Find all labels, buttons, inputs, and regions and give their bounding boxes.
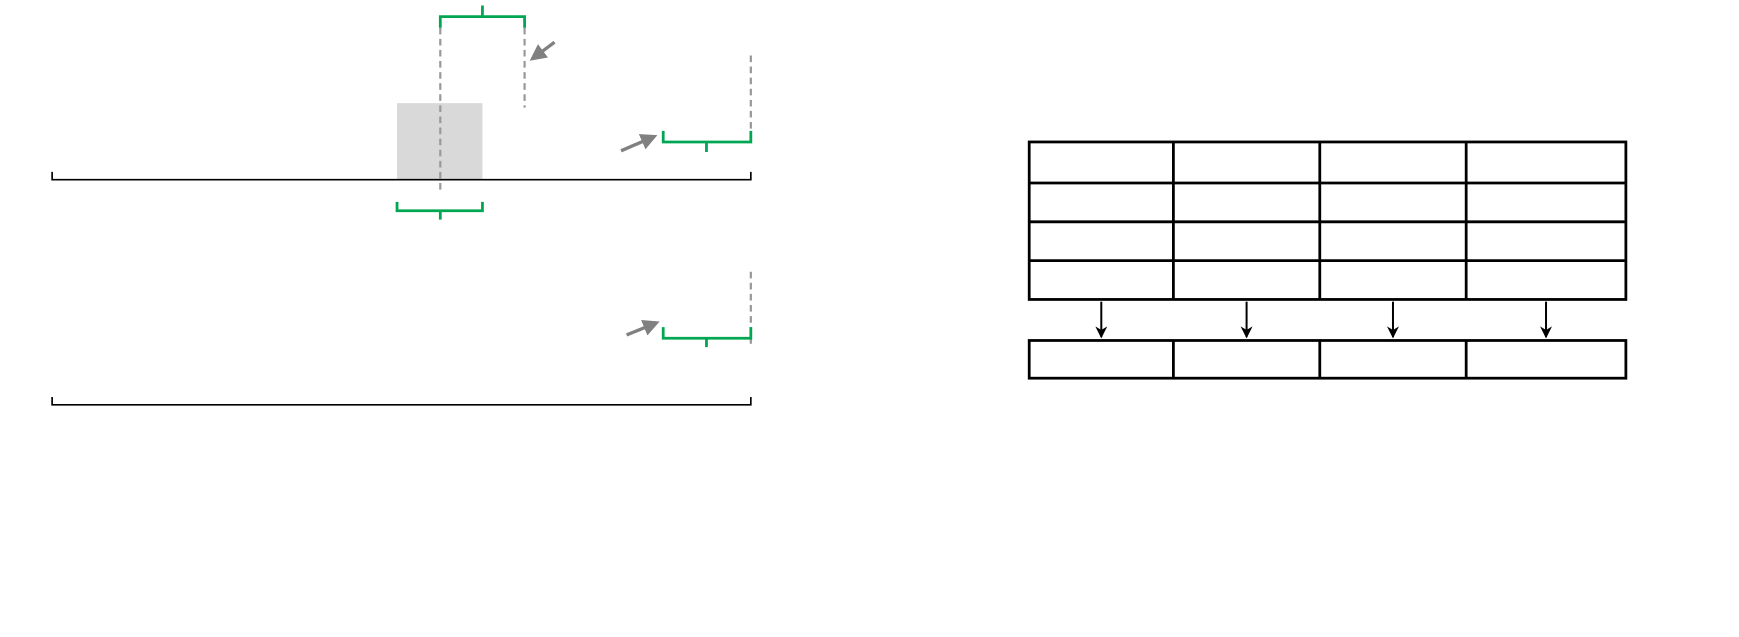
table-lines <box>1171 340 1468 379</box>
arrow <box>529 40 556 61</box>
figure-3 <box>51 5 753 406</box>
bracket <box>661 130 753 152</box>
grid <box>1027 140 1628 380</box>
arrows <box>529 40 660 337</box>
table-lines <box>1029 141 1626 300</box>
axis <box>51 171 752 181</box>
figure-4 <box>1027 140 1628 380</box>
bracket <box>661 327 753 348</box>
arrow <box>625 320 660 337</box>
axis <box>51 397 752 406</box>
arrow <box>620 134 658 153</box>
brackets <box>395 5 753 348</box>
arrows <box>1095 301 1553 339</box>
bracket <box>395 201 484 220</box>
bracket <box>438 5 526 28</box>
table-border <box>1027 339 1628 380</box>
axes <box>51 171 752 406</box>
